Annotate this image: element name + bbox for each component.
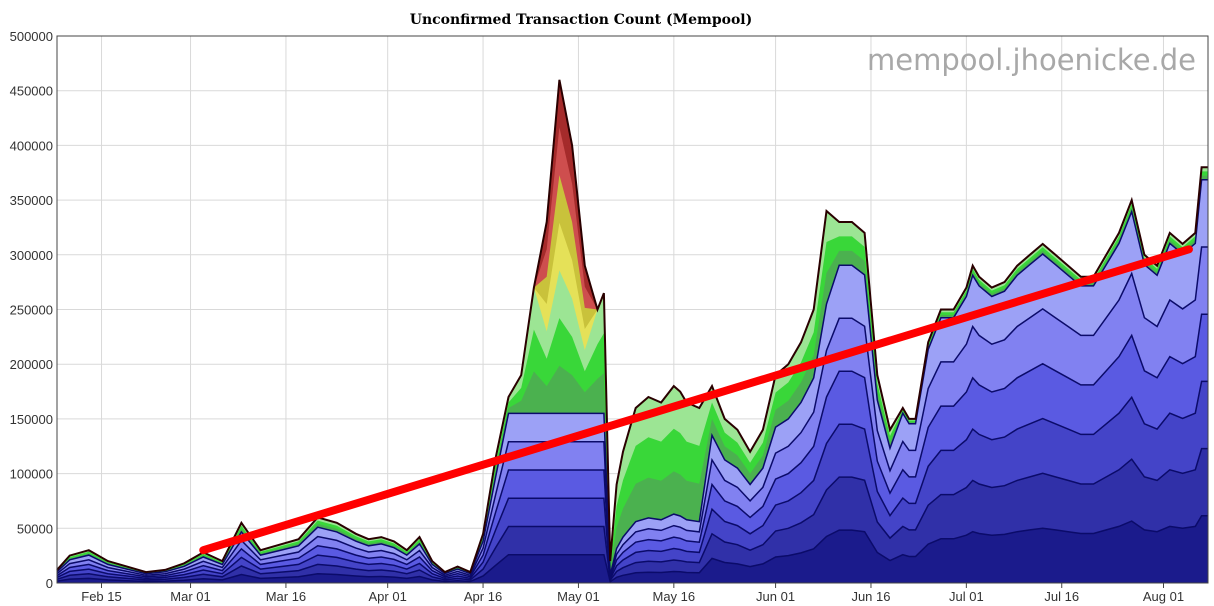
watermark-text: mempool.jhoenicke.de <box>867 43 1196 77</box>
x-axis-ticks: Feb 15 Mar 01 Mar 16 Apr 01 Apr 16 May 01 May … <box>81 583 1184 604</box>
y-tick-label: 50000 <box>17 521 53 536</box>
x-tick-label: Mar 01 <box>170 589 210 604</box>
chart-title: Unconfirmed Transaction Count (Mempool) <box>410 12 752 28</box>
y-tick-label: 250000 <box>10 303 53 318</box>
x-tick-label: Feb 15 <box>81 589 121 604</box>
y-tick-label: 350000 <box>10 193 53 208</box>
y-tick-label: 0 <box>46 576 53 591</box>
x-tick-label: Jun 01 <box>756 589 795 604</box>
total-mempool-line <box>56 79 1208 574</box>
stacked-area-bands <box>56 79 1208 584</box>
fee-band-area <box>57 448 1208 583</box>
fee-band-boundary <box>56 447 1208 583</box>
y-axis-ticks: 0 50000 100000 150000 200000 250000 300000 3500… <box>10 29 53 591</box>
x-tick-label: May 16 <box>653 589 696 604</box>
y-tick-label: 500000 <box>10 29 53 44</box>
x-tick-label: May 01 <box>557 589 600 604</box>
y-tick-label: 300000 <box>10 248 53 263</box>
trend-annotation-line <box>199 245 1193 555</box>
fee-band-boundary <box>56 313 1208 579</box>
y-tick-label: 100000 <box>10 467 53 482</box>
x-tick-label: Jun 16 <box>851 589 890 604</box>
x-tick-label: Apr 16 <box>464 589 502 604</box>
y-tick-label: 400000 <box>10 138 53 153</box>
fee-band-boundary <box>56 246 1208 577</box>
plot-frame <box>56 35 1209 584</box>
x-tick-label: Apr 01 <box>369 589 407 604</box>
y-tick-label: 450000 <box>10 84 53 99</box>
fee-band-boundary <box>56 179 1208 576</box>
x-tick-label: Jul 01 <box>949 589 984 604</box>
x-tick-label: Jul 16 <box>1044 589 1079 604</box>
fee-band-area <box>57 515 1208 583</box>
x-tick-label: Mar 16 <box>266 589 306 604</box>
y-tick-label: 200000 <box>10 357 53 372</box>
fee-band-boundary <box>56 380 1208 583</box>
x-tick-label: Aug 01 <box>1143 589 1184 604</box>
y-tick-label: 150000 <box>10 412 53 427</box>
fee-band-boundary <box>56 515 1208 583</box>
